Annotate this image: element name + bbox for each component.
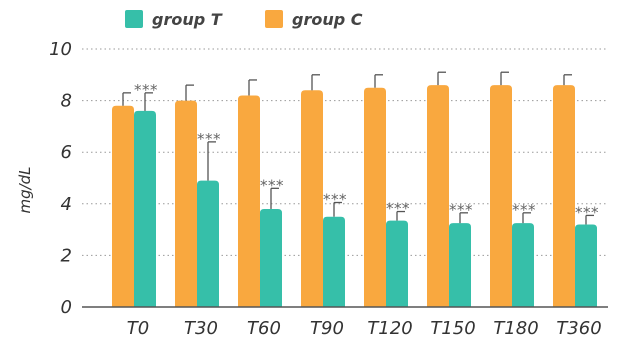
error-bars	[122, 71, 594, 225]
error-bar-group-t	[207, 141, 216, 181]
bar-group-t	[575, 224, 597, 307]
x-axis-ticks: T0 T30 T60 T90 T120 T150 T180 T360	[127, 318, 602, 339]
x-tick-label: T360	[556, 318, 601, 339]
bars	[112, 85, 597, 308]
significance-marker: ***	[386, 200, 410, 218]
y-tick-label: 0	[61, 297, 72, 318]
legend: group T group C	[125, 10, 363, 29]
significance-marker: ***	[512, 201, 536, 219]
bar-group-t	[260, 208, 282, 307]
legend-swatch-group-t	[125, 10, 143, 28]
error-bar-group-t	[522, 212, 531, 224]
error-bar-group-c	[374, 74, 383, 88]
legend-label-group-t: group T	[152, 10, 223, 29]
y-axis-ticks: 0 2 4 6 8 10	[49, 39, 72, 318]
bar-group-c	[175, 100, 197, 307]
y-tick-label: 2	[61, 245, 72, 266]
error-bar-group-t	[585, 214, 594, 225]
y-tick-label: 6	[61, 142, 72, 163]
bar-group-c	[490, 85, 512, 308]
bar-group-t	[197, 180, 219, 307]
significance-marker: ***	[323, 191, 347, 209]
y-tick-label: 8	[61, 91, 72, 112]
significance-markers: *** *** *** *** *** *** *** ***	[134, 81, 599, 222]
bar-group-c	[301, 90, 323, 307]
error-bar-group-c	[248, 79, 257, 96]
bar-group-c	[427, 85, 449, 308]
x-tick-label: T150	[430, 318, 475, 339]
error-bar-group-c	[500, 71, 509, 86]
bar-group-t	[386, 220, 408, 307]
error-bar-group-t	[144, 92, 153, 111]
bar-group-t	[512, 223, 534, 307]
x-tick-label: T0	[127, 318, 149, 339]
bar-group-c	[238, 95, 260, 307]
error-bar-group-c	[311, 74, 320, 91]
significance-marker: ***	[134, 81, 158, 99]
y-tick-label: 10	[49, 39, 72, 60]
x-tick-label: T30	[184, 318, 218, 339]
y-tick-label: 4	[61, 194, 72, 215]
x-tick-label: T90	[310, 318, 344, 339]
bar-group-t	[134, 110, 156, 307]
bar-group-c	[553, 85, 575, 308]
significance-marker: ***	[197, 130, 221, 148]
x-tick-label: T60	[247, 318, 281, 339]
error-bar-group-t	[396, 210, 405, 221]
legend-swatch-group-c	[265, 10, 283, 28]
bar-group-c	[364, 87, 386, 307]
x-tick-label: T180	[493, 318, 538, 339]
significance-marker: ***	[260, 176, 284, 194]
error-bar-group-c	[122, 92, 131, 106]
legend-label-group-c: group C	[292, 10, 363, 29]
x-tick-label: T120	[367, 318, 412, 339]
error-bar-group-c	[185, 84, 194, 101]
error-bar-group-t	[333, 201, 342, 217]
significance-marker: ***	[575, 203, 599, 221]
y-axis-label: mg/dL	[16, 166, 34, 213]
bar-group-c	[112, 105, 134, 307]
error-bar-group-c	[563, 74, 572, 86]
error-bar-group-t	[270, 187, 279, 209]
error-bar-group-c	[437, 71, 446, 86]
bar-group-t	[449, 223, 471, 307]
significance-marker: ***	[449, 201, 473, 219]
error-bar-group-t	[459, 212, 468, 224]
bar-group-t	[323, 216, 345, 307]
